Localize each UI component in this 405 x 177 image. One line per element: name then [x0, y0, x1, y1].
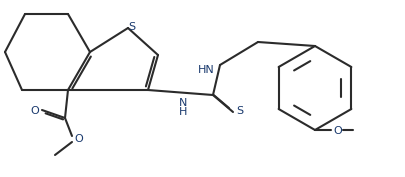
Text: O: O — [75, 134, 83, 144]
Text: H: H — [178, 107, 187, 117]
Text: N: N — [178, 98, 187, 108]
Text: S: S — [128, 22, 135, 32]
Text: O: O — [333, 126, 341, 136]
Text: O: O — [30, 106, 39, 116]
Text: HN: HN — [197, 65, 214, 75]
Text: S: S — [236, 106, 243, 116]
